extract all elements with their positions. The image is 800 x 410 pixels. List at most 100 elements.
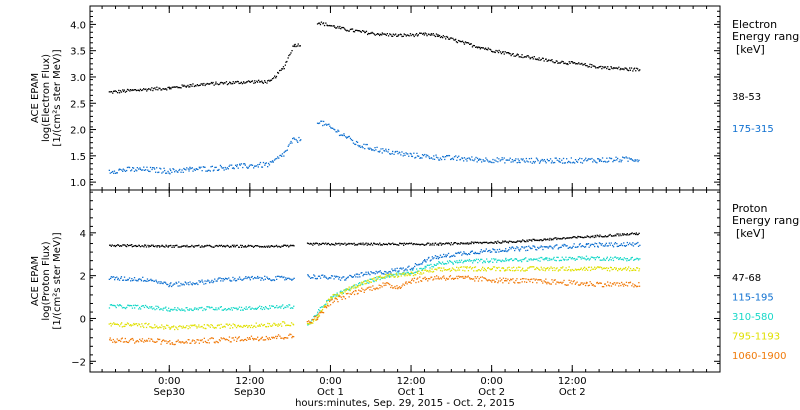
data-point	[312, 320, 315, 322]
data-point	[169, 340, 171, 342]
data-point	[454, 277, 457, 279]
data-point	[636, 159, 638, 161]
data-point	[280, 246, 282, 248]
data-point	[422, 277, 424, 280]
data-point	[565, 267, 567, 269]
data-point	[167, 170, 169, 173]
data-point	[533, 238, 535, 241]
data-point	[519, 259, 521, 262]
data-point	[398, 286, 401, 288]
data-point	[427, 154, 429, 157]
data-point	[354, 286, 356, 288]
data-point	[120, 91, 123, 93]
data-point	[288, 304, 290, 306]
data-point	[243, 307, 246, 310]
data-point	[610, 66, 612, 68]
data-point	[191, 85, 193, 87]
data-point	[511, 267, 513, 269]
data-point	[126, 279, 128, 281]
data-point	[433, 155, 435, 157]
data-point	[579, 268, 582, 270]
data-point	[366, 143, 368, 146]
data-point	[536, 282, 538, 284]
data-point	[599, 282, 601, 284]
data-point	[206, 324, 208, 326]
data-point	[204, 245, 206, 247]
data-point	[199, 167, 201, 169]
data-point	[580, 246, 582, 248]
data-point	[216, 309, 218, 311]
data-point	[527, 267, 529, 269]
data-point	[557, 270, 559, 272]
data-point	[538, 279, 540, 281]
data-point	[166, 172, 168, 174]
data-point	[632, 159, 634, 162]
data-point	[510, 278, 512, 280]
data-point	[234, 307, 236, 309]
data-point	[583, 160, 585, 162]
data-point	[402, 272, 404, 274]
data-point	[351, 139, 354, 142]
data-point	[136, 170, 138, 172]
data-point	[157, 338, 160, 341]
data-point	[636, 267, 639, 269]
data-point	[108, 278, 110, 280]
data-point	[357, 243, 359, 246]
data-point	[529, 58, 531, 60]
data-point	[530, 278, 532, 281]
data-point	[338, 295, 340, 298]
data-point	[433, 257, 435, 259]
data-point	[610, 267, 612, 269]
data-point	[494, 259, 496, 261]
data-point	[515, 241, 517, 243]
data-point	[405, 152, 407, 154]
data-point	[262, 161, 265, 164]
data-point	[286, 305, 288, 307]
data-point	[400, 243, 403, 245]
data-point	[232, 81, 234, 83]
data-point	[287, 306, 289, 308]
data-point	[458, 251, 460, 254]
data-point	[358, 242, 360, 245]
data-point	[282, 66, 285, 68]
data-point	[552, 162, 554, 164]
data-point	[614, 256, 617, 258]
data-point	[243, 246, 245, 248]
data-point	[455, 270, 457, 272]
data-point	[155, 305, 157, 307]
data-point	[525, 257, 527, 259]
data-point	[392, 287, 394, 289]
data-point	[133, 245, 135, 247]
data-point	[422, 272, 425, 274]
data-point	[591, 243, 594, 245]
data-point	[464, 41, 467, 43]
data-point	[235, 81, 237, 83]
data-point	[444, 255, 446, 258]
data-point	[326, 243, 328, 246]
data-point	[434, 35, 436, 38]
data-point	[545, 257, 547, 259]
data-point	[484, 278, 487, 280]
data-point	[253, 338, 255, 340]
data-point	[565, 237, 568, 239]
data-point	[473, 259, 475, 261]
data-point	[166, 309, 168, 311]
data-point	[386, 272, 388, 274]
data-point	[214, 342, 216, 344]
data-point	[226, 339, 228, 341]
data-point	[169, 310, 171, 312]
data-point	[450, 244, 452, 246]
data-point	[271, 325, 273, 327]
data-point	[535, 268, 537, 270]
x-tick-label-date: Sep30	[234, 387, 266, 398]
data-point	[289, 307, 292, 309]
data-point	[111, 244, 113, 246]
data-point	[117, 324, 119, 326]
data-point	[244, 246, 246, 248]
data-point	[295, 45, 297, 48]
data-point	[275, 335, 277, 338]
data-point	[390, 33, 392, 36]
data-point	[261, 166, 263, 168]
data-point	[288, 54, 290, 57]
